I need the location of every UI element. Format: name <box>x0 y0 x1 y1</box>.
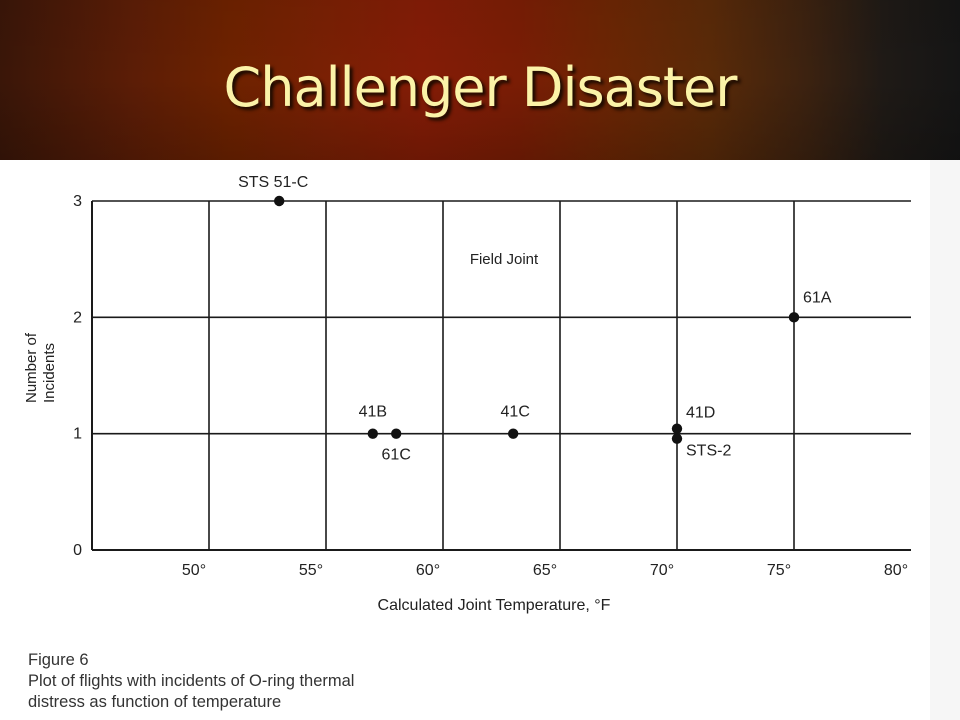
y-tick-label: 1 <box>73 426 82 443</box>
data-point-label: STS 51-C <box>238 174 308 191</box>
data-points: STS 51-C 41B 61C 41C 41D STS-2 61A <box>238 174 832 464</box>
data-point-label: 41C <box>501 404 530 421</box>
y-axis-label-line-1: Number of <box>23 332 40 403</box>
data-point <box>671 423 683 434</box>
x-tick-label: 70° <box>650 562 674 579</box>
x-tick-label: 80° <box>884 562 908 579</box>
data-point-label: 61A <box>803 289 832 306</box>
x-tick-label: 65° <box>533 562 557 579</box>
data-point <box>788 312 800 323</box>
figure-edge-shade <box>930 160 960 720</box>
grid-lines <box>91 200 911 551</box>
x-axis-label: Calculated Joint Temperature, °F <box>378 597 611 614</box>
tick-labels: 0 1 2 3 50° 55° 60° 65° 70° 75° 80° <box>73 193 908 579</box>
y-tick-label: 2 <box>73 309 82 326</box>
x-tick-label: 75° <box>767 562 791 579</box>
y-axis-label-line-2: Incidents <box>41 343 58 403</box>
caption-figure-number: Figure 6 <box>28 651 89 669</box>
data-point-label: 61C <box>382 447 411 464</box>
x-tick-label: 60° <box>416 562 440 579</box>
x-tick-label: 55° <box>299 562 323 579</box>
slide-title: Challenger Disaster <box>223 56 738 119</box>
figure-area <box>0 160 960 720</box>
data-point-label: STS-2 <box>686 443 731 460</box>
data-point <box>367 428 378 439</box>
data-point-label: 41B <box>359 404 387 421</box>
data-point <box>391 428 402 439</box>
data-point <box>671 433 683 444</box>
data-point <box>274 195 285 207</box>
data-point <box>508 428 519 439</box>
x-tick-label: 50° <box>182 562 206 579</box>
data-point-label: 41D <box>686 405 715 422</box>
figure-caption: Figure 6 Plot of flights with incidents … <box>28 650 354 713</box>
y-tick-label: 0 <box>73 542 82 559</box>
caption-line-2: Plot of flights with incidents of O-ring… <box>28 672 355 690</box>
axis-labels: Number of Incidents Calculated Joint Tem… <box>23 251 611 614</box>
caption-line-3: distress as function of temperature <box>28 693 282 711</box>
y-tick-label: 3 <box>73 193 82 210</box>
title-banner: Challenger Disaster <box>0 0 960 160</box>
chart-title: Field Joint <box>470 251 539 268</box>
title-banner-sheen <box>0 0 960 160</box>
